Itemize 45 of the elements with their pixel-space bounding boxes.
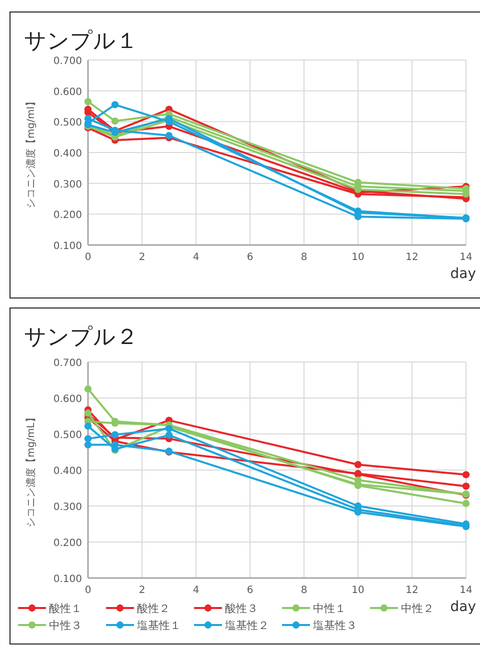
legend-label: 中性２ bbox=[401, 602, 434, 615]
y-tick-label: 0.200 bbox=[53, 210, 82, 222]
y-tick-label: 0.400 bbox=[53, 466, 82, 477]
y-axis-title: シコニン濃度【mg/ml】 bbox=[25, 96, 37, 208]
y-tick-label: 0.100 bbox=[53, 241, 82, 252]
chart-title: サンプル２ bbox=[24, 325, 138, 350]
x-tick-label: 0 bbox=[84, 252, 92, 263]
x-tick-label: 4 bbox=[192, 252, 200, 263]
legend-label: 塩基性３ bbox=[312, 619, 357, 632]
x-axis-title: day bbox=[450, 599, 476, 615]
legend-label: 酸性１ bbox=[49, 602, 82, 615]
y-tick-label: 0.400 bbox=[53, 148, 82, 160]
x-tick-label: 2 bbox=[138, 252, 146, 263]
x-tick-label: 6 bbox=[246, 585, 254, 596]
y-tick-label: 0.300 bbox=[53, 179, 82, 190]
chart-title: サンプル１ bbox=[24, 29, 138, 54]
x-tick-label: 8 bbox=[300, 252, 308, 263]
legend-label: 中性１ bbox=[313, 602, 346, 615]
x-tick-label: 14 bbox=[460, 252, 472, 263]
y-tick-label: 0.500 bbox=[53, 430, 82, 441]
y-tick-label: 0.700 bbox=[53, 56, 82, 67]
y-tick-label: 0.600 bbox=[53, 394, 82, 405]
x-tick-label: 12 bbox=[406, 585, 418, 596]
x-tick-label: 0 bbox=[84, 585, 92, 596]
x-tick-label: 10 bbox=[352, 585, 364, 596]
x-tick-label: 6 bbox=[246, 252, 254, 263]
x-tick-label: 4 bbox=[192, 585, 200, 596]
legend-label: 塩基性２ bbox=[224, 619, 269, 632]
x-tick-label: 12 bbox=[406, 252, 418, 263]
x-tick-label: 2 bbox=[138, 585, 146, 596]
legend-label: 酸性２ bbox=[137, 602, 170, 615]
legend-label: 塩基性１ bbox=[136, 619, 181, 632]
y-tick-label: 0.300 bbox=[53, 502, 82, 513]
y-axis-title: シコニン濃度【mg/mL】 bbox=[25, 412, 37, 528]
legend-label: 酸性３ bbox=[225, 602, 258, 615]
x-tick-label: 14 bbox=[460, 585, 472, 596]
x-tick-label: 8 bbox=[300, 585, 308, 596]
y-tick-label: 0.500 bbox=[53, 118, 82, 129]
y-tick-label: 0.100 bbox=[53, 574, 82, 585]
y-tick-label: 0.200 bbox=[53, 538, 82, 549]
legend-label: 中性３ bbox=[49, 619, 82, 632]
y-tick-label: 0.700 bbox=[53, 358, 82, 369]
y-tick-label: 0.600 bbox=[53, 86, 82, 98]
x-tick-label: 10 bbox=[352, 252, 364, 263]
x-axis-title: day bbox=[450, 266, 476, 282]
